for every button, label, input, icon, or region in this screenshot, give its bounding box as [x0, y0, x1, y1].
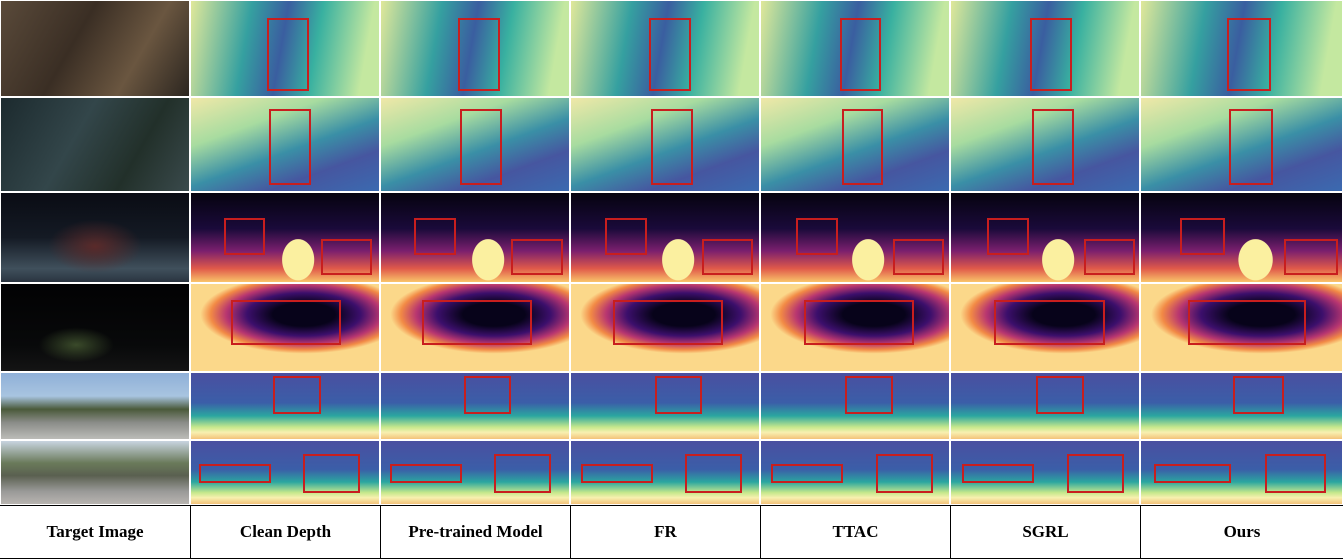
highlight-box [1265, 454, 1326, 493]
depth-map [380, 440, 570, 505]
highlight-box [840, 18, 882, 91]
target-image [0, 283, 190, 372]
highlight-box [962, 464, 1034, 484]
figure: Target ImageClean DepthPre-trained Model… [0, 0, 1343, 559]
depth-map [950, 192, 1140, 283]
depth-map [380, 97, 570, 192]
depth-map [950, 283, 1140, 372]
depth-map [380, 372, 570, 440]
column-label: Pre-trained Model [380, 506, 570, 558]
depth-map [760, 192, 950, 283]
highlight-box [1229, 109, 1274, 185]
highlight-box [1030, 18, 1072, 91]
depth-map [570, 440, 760, 505]
highlight-box [422, 300, 532, 345]
target-image [0, 440, 190, 505]
depth-map [190, 440, 380, 505]
depth-map [1140, 97, 1343, 192]
highlight-box [1188, 300, 1306, 345]
target-image [0, 0, 190, 97]
depth-map [190, 97, 380, 192]
column-label: FR [570, 506, 760, 558]
highlight-box [581, 464, 653, 484]
depth-map [570, 283, 760, 372]
highlight-box [390, 464, 462, 484]
depth-map [1140, 283, 1343, 372]
highlight-box [231, 300, 341, 345]
highlight-box [987, 218, 1029, 254]
highlight-box [1227, 18, 1272, 91]
highlight-box [804, 300, 914, 345]
highlight-box [1036, 376, 1084, 413]
depth-map [760, 0, 950, 97]
depth-map [190, 372, 380, 440]
highlight-box [414, 218, 456, 254]
highlight-box [464, 376, 512, 413]
depth-map [1140, 192, 1343, 283]
depth-map [570, 372, 760, 440]
highlight-box [685, 454, 742, 493]
highlight-box [458, 18, 500, 91]
highlight-box [1284, 239, 1339, 275]
highlight-box [845, 376, 893, 413]
column-label: TTAC [760, 506, 950, 558]
highlight-box [321, 239, 372, 275]
depth-map [760, 97, 950, 192]
depth-map [380, 0, 570, 97]
depth-map [1140, 440, 1343, 505]
highlight-box [605, 218, 647, 254]
highlight-box [613, 300, 723, 345]
highlight-box [771, 464, 843, 484]
column-label: SGRL [950, 506, 1140, 558]
highlight-box [1032, 109, 1074, 185]
highlight-box [303, 454, 360, 493]
highlight-box [511, 239, 562, 275]
depth-map [570, 0, 760, 97]
column-label: Target Image [0, 506, 190, 558]
highlight-box [1067, 454, 1124, 493]
depth-map [760, 372, 950, 440]
depth-map [760, 283, 950, 372]
highlight-box [1084, 239, 1135, 275]
highlight-box [224, 218, 266, 254]
depth-map [190, 192, 380, 283]
target-image [0, 192, 190, 283]
target-image [0, 97, 190, 192]
depth-map [380, 283, 570, 372]
depth-map [1140, 372, 1343, 440]
highlight-box [494, 454, 551, 493]
column-label: Clean Depth [190, 506, 380, 558]
depth-map [380, 192, 570, 283]
highlight-box [269, 109, 311, 185]
depth-map [190, 0, 380, 97]
highlight-box [1154, 464, 1231, 484]
highlight-box [994, 300, 1104, 345]
highlight-box [1180, 218, 1225, 254]
highlight-box [460, 109, 502, 185]
highlight-box [267, 18, 309, 91]
highlight-box [649, 18, 691, 91]
depth-map [570, 192, 760, 283]
highlight-box [655, 376, 703, 413]
highlight-box [199, 464, 271, 484]
highlight-box [876, 454, 933, 493]
depth-map [570, 97, 760, 192]
depth-map [950, 372, 1140, 440]
highlight-box [1233, 376, 1284, 413]
depth-map [950, 440, 1140, 505]
depth-map [190, 283, 380, 372]
highlight-box [893, 239, 944, 275]
depth-map [950, 97, 1140, 192]
depth-map [760, 440, 950, 505]
highlight-box [651, 109, 693, 185]
highlight-box [842, 109, 884, 185]
depth-map [950, 0, 1140, 97]
column-label: Ours [1140, 506, 1343, 558]
target-image [0, 372, 190, 440]
depth-map [1140, 0, 1343, 97]
highlight-box [702, 239, 753, 275]
highlight-box [796, 218, 838, 254]
highlight-box [273, 376, 321, 413]
